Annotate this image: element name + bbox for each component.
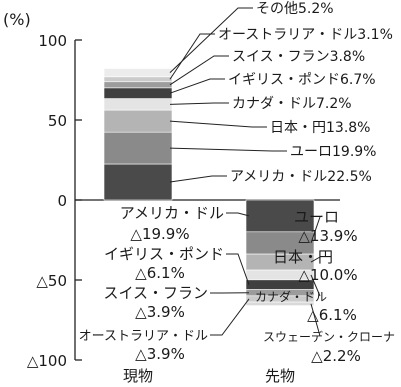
bar-segment xyxy=(103,81,173,89)
bar-segment-label: アメリカ・ドル22.5% xyxy=(230,169,372,185)
bar-segment xyxy=(103,131,173,165)
bar-segment xyxy=(103,109,173,133)
bar-segment-value-label: △6.1% xyxy=(135,264,185,282)
leader-line xyxy=(169,55,229,86)
bar-segment xyxy=(103,68,173,78)
bar-segment-value-label: △3.9% xyxy=(135,303,185,321)
bar-segment-label: その他5.2% xyxy=(256,1,334,17)
bar-segment xyxy=(103,87,173,99)
leader-line xyxy=(169,7,253,74)
bar-segment-label: ユーロ19.9% xyxy=(290,144,376,160)
bar-segment-label: ユーロ xyxy=(294,208,339,226)
y-tick-label: △50 xyxy=(36,272,67,290)
bar-segment-label: 日本・円13.8% xyxy=(270,120,370,136)
y-axis-unit-label: (%) xyxy=(3,10,31,29)
y-tick-label: 100 xyxy=(38,32,67,50)
leader-line xyxy=(310,303,321,337)
bar-segment-label: オーストラリア・ドル xyxy=(79,329,208,344)
x-category-label: 先物 xyxy=(265,367,295,385)
bar-segment-label: スイス・フラン3.8% xyxy=(232,49,365,65)
bar-segment-label: アメリカ・ドル xyxy=(120,204,224,222)
leader-line xyxy=(169,147,287,152)
bar-segment xyxy=(245,301,315,306)
bar-segment-label: 日本・円 xyxy=(273,248,333,266)
bar-segment-value-label: △3.9% xyxy=(135,345,185,363)
bar-segment-value-label: △13.9% xyxy=(298,227,357,245)
y-tick-label: 0 xyxy=(57,192,67,210)
x-category-label: 現物 xyxy=(123,367,153,385)
bar-segment xyxy=(103,76,173,83)
bar-segment-value-label: △2.2% xyxy=(311,347,361,365)
leader-line xyxy=(310,274,321,297)
bar-segment-label: カナダ・ドル7.2% xyxy=(232,96,352,112)
bar-segment-value-label: △10.0% xyxy=(298,266,357,284)
leader-line xyxy=(169,175,227,183)
bar-segment-label: オーストラリア・ドル3.1% xyxy=(218,27,393,43)
bar-segment-value-label: △19.9% xyxy=(130,225,189,243)
leader-line xyxy=(226,212,250,217)
bar-segment-label: イギリス・ポンド xyxy=(104,245,224,263)
y-tick-label: 50 xyxy=(48,112,67,130)
bar-segment xyxy=(103,163,173,201)
bar-segment-label: カナダ・ドル xyxy=(255,289,327,304)
leader-line xyxy=(310,256,321,263)
leader-line xyxy=(169,102,229,105)
leader-line xyxy=(310,216,321,244)
bar-segment-label: スウェーデン・クローナ xyxy=(263,329,395,344)
bar-segment-value-label: △6.1% xyxy=(307,306,357,324)
leader-line xyxy=(210,298,250,336)
leader-line xyxy=(226,253,250,285)
leader-line xyxy=(169,120,267,128)
leader-line xyxy=(169,33,215,80)
bar-segment-label: スイス・フラン xyxy=(103,284,208,302)
bar-segment xyxy=(103,98,173,111)
y-tick-label: △100 xyxy=(27,352,67,370)
bar-segment-label: イギリス・ポンド6.7% xyxy=(228,72,376,88)
leader-line xyxy=(169,78,225,94)
